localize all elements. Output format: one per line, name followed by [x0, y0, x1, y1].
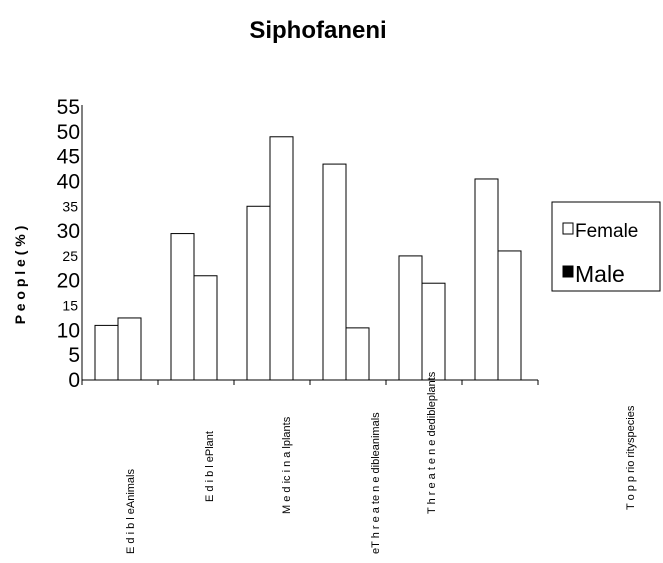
bar-female-1 — [170, 233, 195, 381]
bar-male-0 — [117, 317, 142, 381]
bar-female-3 — [322, 163, 347, 381]
y-axis-label: P e o p l e ( % ) — [12, 226, 28, 325]
y-tick-label: 45 — [57, 146, 80, 169]
x-tick-label: T o p p rio rityspecies — [625, 405, 637, 510]
bar-male-3 — [345, 327, 370, 381]
x-tick-label: T h r e a t e n e dedibleplants — [426, 371, 438, 514]
legend-swatch-male — [562, 265, 574, 278]
x-tick-label: M e d ic i n a lplants — [281, 416, 293, 514]
axes — [81, 105, 539, 385]
bar-series — [94, 136, 522, 381]
y-tick-label: 55 — [57, 96, 80, 119]
y-tick-label: 50 — [57, 121, 80, 144]
legend: Female Male — [551, 201, 661, 292]
bar-female-2 — [246, 205, 271, 381]
bar-female-4 — [398, 255, 423, 381]
legend-swatch-female — [562, 222, 574, 235]
bar-male-1 — [193, 275, 218, 381]
chart-title: Siphofaneni — [249, 17, 386, 44]
y-tick-label: 25 — [62, 248, 78, 264]
bar-male-5 — [497, 250, 522, 381]
x-tick-label: eT h r e a te n e dibleanimals — [370, 412, 382, 554]
y-tick-label: 20 — [57, 270, 80, 293]
bar-male-4 — [421, 282, 446, 381]
bar-female-5 — [474, 178, 499, 381]
bar-female-0 — [94, 324, 119, 381]
x-axis-labels: E d i b l eAnimals E d i b l ePlant M e d … — [125, 371, 637, 554]
y-tick-label: 40 — [57, 170, 80, 193]
y-tick-label: 0 — [68, 369, 80, 392]
x-tick-label: E d i b l eAnimals — [125, 469, 137, 554]
y-tick-label: 15 — [62, 298, 78, 314]
bar-male-2 — [269, 136, 294, 381]
y-tick-label: 10 — [57, 319, 80, 342]
legend-label-male: Male — [575, 261, 625, 287]
y-tick-label: 5 — [68, 344, 80, 367]
x-tick-label: E d i b l ePlant — [204, 431, 216, 502]
legend-label-female: Female — [575, 221, 638, 242]
y-tick-label: 30 — [57, 220, 80, 243]
y-tick-label: 35 — [62, 198, 78, 214]
